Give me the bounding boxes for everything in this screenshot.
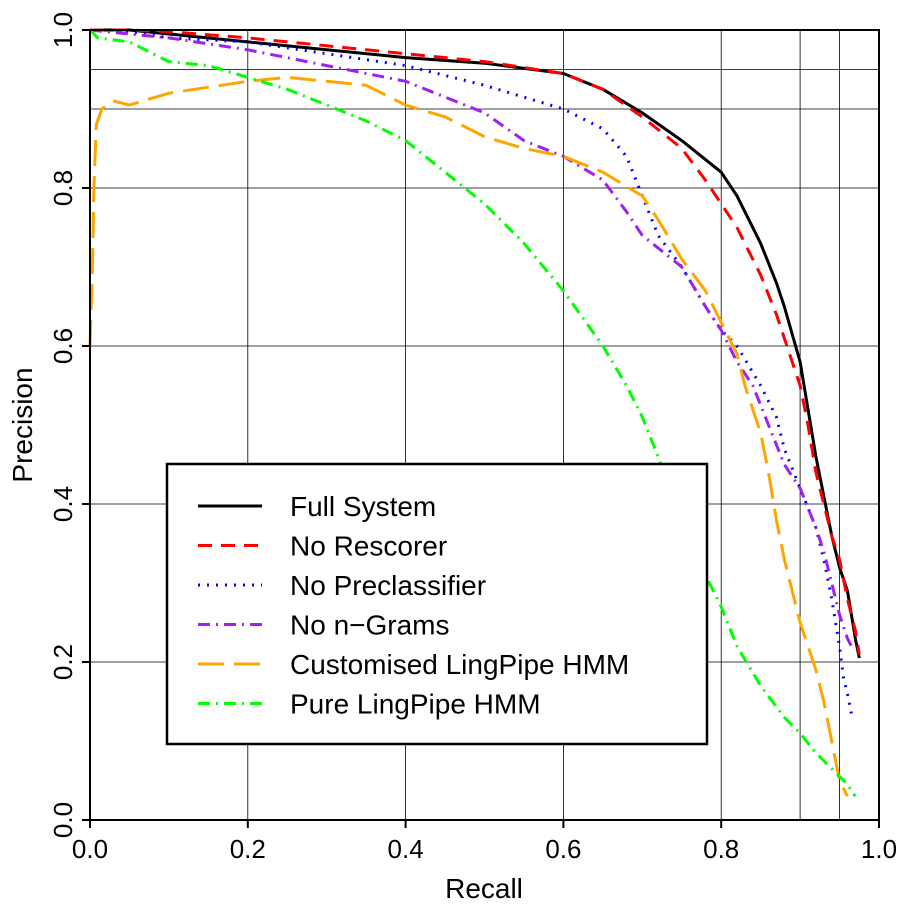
series-line-5 — [88, 28, 857, 798]
legend-label-3: No n−Grams — [290, 610, 450, 641]
legend-label-1: No Rescorer — [290, 531, 447, 562]
x-tick-label-0: 0.0 — [72, 834, 108, 864]
y-axis-title: Precision — [7, 367, 38, 482]
legend-label-5: Pure LingPipe HMM — [290, 689, 541, 720]
series-line-1 — [90, 28, 861, 655]
y-tick-label-4: 0.8 — [48, 170, 78, 206]
legend-items: Full System No Rescorer No Preclassifier No… — [198, 491, 629, 720]
legend: Full System No Rescorer No Preclassifier No… — [165, 462, 709, 746]
x-axis-title: Recall — [445, 873, 523, 904]
x-axis: 0.0 0.2 0.4 0.6 0.8 1.0 — [72, 820, 897, 864]
x-tick-label-5: 1.0 — [861, 834, 897, 864]
x-tick-label-3: 0.6 — [545, 834, 581, 864]
legend-label-4: Customised LingPipe HMM — [290, 649, 629, 680]
series-lines — [88, 28, 861, 798]
x-tick-label-1: 0.2 — [230, 834, 266, 864]
y-tick-label-0: 0.0 — [48, 802, 78, 838]
legend-label-0: Full System — [290, 491, 436, 522]
series-line-0 — [90, 28, 861, 659]
series-line-3 — [89, 28, 853, 647]
y-tick-label-2: 0.4 — [48, 486, 78, 522]
y-tick-label-1: 0.2 — [48, 644, 78, 680]
legend-box — [165, 462, 709, 746]
y-axis: 0.0 0.2 0.4 0.6 0.8 1.0 — [48, 12, 90, 838]
series-line-4 — [88, 75, 849, 797]
y-tick-label-5: 1.0 — [48, 12, 78, 48]
legend-label-2: No Preclassifier — [290, 570, 486, 601]
plot-frame — [89, 29, 880, 821]
x-tick-label-2: 0.4 — [388, 834, 424, 864]
x-tick-label-4: 0.8 — [703, 834, 739, 864]
y-tick-label-3: 0.6 — [48, 328, 78, 364]
